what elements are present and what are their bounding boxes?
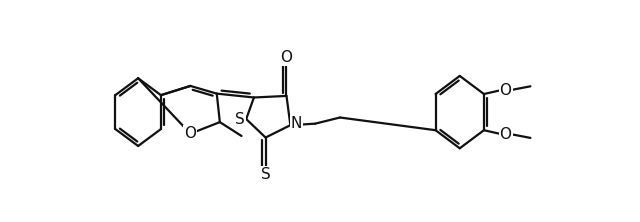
Text: S: S <box>235 111 245 127</box>
Text: O: O <box>500 83 511 98</box>
Text: O: O <box>280 50 292 65</box>
Text: O: O <box>184 126 196 141</box>
Text: N: N <box>291 116 302 131</box>
Text: O: O <box>500 127 511 142</box>
Text: S: S <box>260 167 271 182</box>
